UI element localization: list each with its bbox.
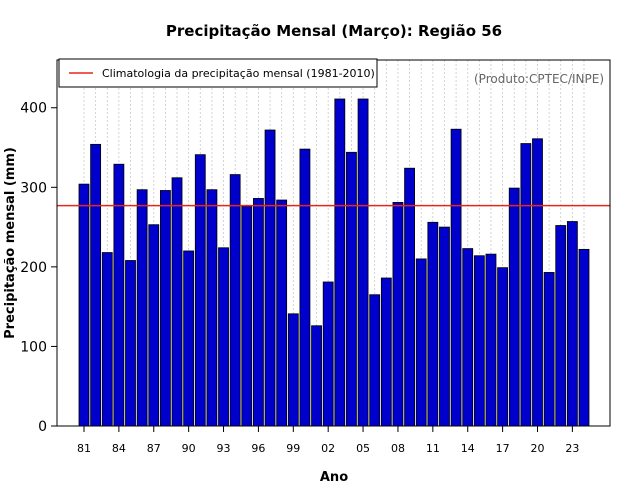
bar-2013 bbox=[450, 128, 462, 427]
x-tick-label: 20 bbox=[530, 442, 544, 455]
bar-1982 bbox=[90, 143, 102, 427]
bar-2002 bbox=[322, 281, 334, 427]
bar-2001 bbox=[311, 325, 322, 427]
bar-2012 bbox=[439, 226, 450, 427]
bar-2009 bbox=[404, 167, 415, 427]
bar-2020 bbox=[532, 138, 543, 427]
bar-1993 bbox=[218, 247, 229, 427]
x-tick-label: 87 bbox=[147, 442, 161, 455]
x-tick-label: 99 bbox=[286, 442, 300, 455]
x-axis: 81 84 87 90 93 96 99 02 05 08 11 14 17 20 23 bbox=[77, 426, 579, 455]
source-note: (Produto:CPTEC/INPE) bbox=[474, 72, 604, 86]
bar-2022 bbox=[555, 225, 567, 427]
x-tick-label: 11 bbox=[426, 442, 440, 455]
y-tick-label: 300 bbox=[20, 180, 47, 196]
bar-2017 bbox=[497, 267, 509, 427]
bar-1985 bbox=[125, 260, 136, 427]
bar-1994 bbox=[229, 174, 241, 427]
bar-1991 bbox=[194, 154, 206, 427]
x-tick-label: 14 bbox=[461, 442, 475, 455]
x-axis-label: Ano bbox=[320, 470, 348, 485]
bar-2024 bbox=[578, 248, 590, 427]
legend: Climatologia da precipitação mensal (198… bbox=[58, 58, 378, 88]
bar-2000 bbox=[299, 148, 311, 427]
bar-2018 bbox=[508, 187, 520, 427]
legend-label: Climatologia da precipitação mensal (198… bbox=[102, 67, 375, 80]
y-tick-label: 0 bbox=[38, 419, 47, 435]
bar-1989 bbox=[171, 177, 183, 427]
bar-1999 bbox=[287, 313, 299, 427]
x-tick-label: 08 bbox=[391, 442, 405, 455]
x-tick-label: 96 bbox=[251, 442, 265, 455]
bar-1986 bbox=[136, 189, 148, 427]
bar-2006 bbox=[369, 294, 381, 427]
bar-1988 bbox=[159, 190, 171, 427]
y-axis: 0 100 200 300 400 bbox=[20, 101, 57, 435]
bar-2008 bbox=[392, 202, 404, 427]
bar-2016 bbox=[485, 253, 497, 427]
x-tick-label: 02 bbox=[321, 442, 335, 455]
bar-2003 bbox=[334, 98, 346, 427]
chart-title: Precipitação Mensal (Março): Região 56 bbox=[166, 22, 502, 40]
bar-1996 bbox=[253, 198, 264, 427]
y-axis-label: Precipitação mensal (mm) bbox=[3, 147, 18, 339]
bar-2014 bbox=[462, 248, 474, 427]
legend-box bbox=[58, 58, 378, 88]
bar-2005 bbox=[357, 98, 369, 427]
bar-2011 bbox=[427, 221, 439, 427]
x-tick-label: 93 bbox=[217, 442, 231, 455]
bar-1984 bbox=[113, 163, 125, 427]
bar-1990 bbox=[183, 250, 195, 427]
y-tick-label: 200 bbox=[20, 260, 47, 276]
bar-2021 bbox=[543, 272, 555, 427]
bar-1995 bbox=[241, 205, 253, 427]
bar-2023 bbox=[566, 221, 578, 427]
x-tick-label: 05 bbox=[356, 442, 370, 455]
x-tick-label: 84 bbox=[112, 442, 126, 455]
bar-1997 bbox=[264, 129, 276, 427]
bar-1998 bbox=[276, 199, 288, 427]
y-tick-label: 100 bbox=[20, 339, 47, 355]
bar-2007 bbox=[380, 277, 392, 427]
x-tick-label: 23 bbox=[565, 442, 579, 455]
bar-2019 bbox=[520, 143, 532, 427]
x-tick-label: 17 bbox=[496, 442, 510, 455]
y-tick-label: 400 bbox=[20, 101, 47, 117]
bar-1987 bbox=[148, 224, 160, 427]
bar-2010 bbox=[415, 258, 427, 427]
bar-1992 bbox=[206, 189, 218, 427]
x-tick-label: 90 bbox=[182, 442, 196, 455]
bar-2015 bbox=[473, 255, 485, 427]
bar-2004 bbox=[346, 151, 357, 427]
bar-1983 bbox=[101, 252, 113, 427]
bars-group bbox=[78, 98, 590, 427]
bar-1981 bbox=[78, 183, 90, 427]
x-tick-label: 81 bbox=[77, 442, 91, 455]
